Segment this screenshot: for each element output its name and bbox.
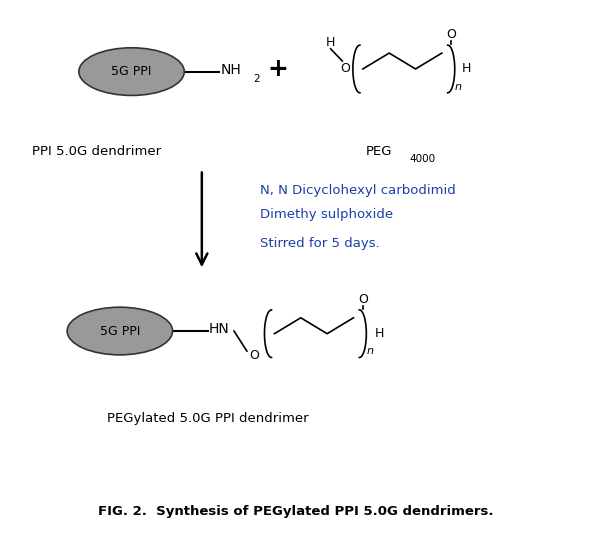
Text: H: H [462, 63, 471, 75]
Text: 5G PPI: 5G PPI [100, 325, 140, 338]
Text: HN: HN [209, 323, 230, 337]
Text: PEG: PEG [366, 144, 392, 157]
Text: FIG. 2.  Synthesis of PEGylated PPI 5.0G dendrimers.: FIG. 2. Synthesis of PEGylated PPI 5.0G … [98, 505, 493, 517]
Text: H: H [375, 327, 384, 340]
Text: O: O [340, 63, 350, 75]
Text: 4000: 4000 [410, 154, 436, 164]
Text: n: n [367, 346, 374, 356]
Ellipse shape [79, 48, 184, 95]
Text: O: O [358, 293, 368, 306]
Text: O: O [446, 28, 456, 41]
Text: N, N Dicyclohexyl carbodimid: N, N Dicyclohexyl carbodimid [261, 184, 456, 197]
Text: NH: NH [220, 63, 241, 77]
Text: PPI 5.0G dendrimer: PPI 5.0G dendrimer [32, 144, 161, 157]
Text: 2: 2 [254, 74, 260, 84]
Text: Dimethy sulphoxide: Dimethy sulphoxide [261, 208, 394, 221]
Text: O: O [249, 349, 259, 362]
Text: PEGylated 5.0G PPI dendrimer: PEGylated 5.0G PPI dendrimer [107, 412, 309, 425]
Text: Stirred for 5 days.: Stirred for 5 days. [261, 237, 380, 250]
Ellipse shape [67, 307, 173, 355]
Text: 5G PPI: 5G PPI [111, 65, 152, 78]
Text: H: H [326, 36, 335, 49]
Text: n: n [454, 82, 461, 93]
Text: +: + [268, 57, 288, 81]
